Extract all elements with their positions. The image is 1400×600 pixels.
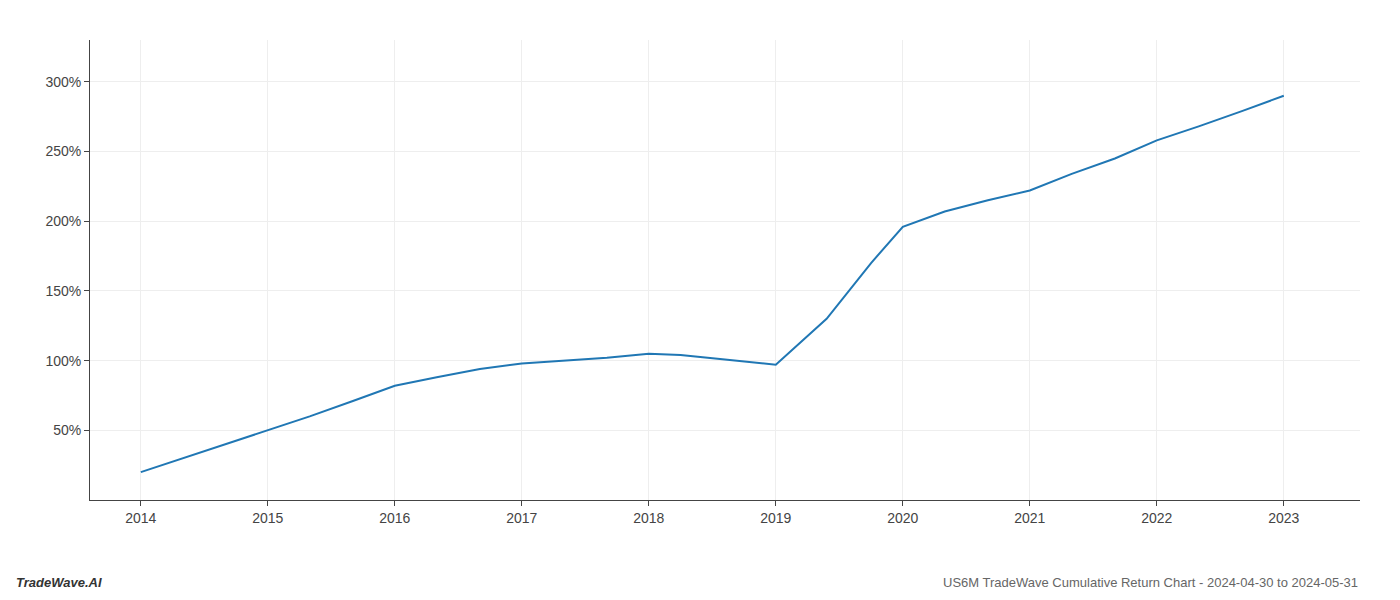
svg-text:2015: 2015 — [252, 510, 283, 526]
svg-text:300%: 300% — [45, 74, 81, 90]
svg-text:250%: 250% — [45, 143, 81, 159]
svg-text:2022: 2022 — [1141, 510, 1172, 526]
svg-text:200%: 200% — [45, 213, 81, 229]
svg-text:US6M TradeWave Cumulative Retu: US6M TradeWave Cumulative Return Chart -… — [943, 575, 1358, 590]
svg-text:2014: 2014 — [125, 510, 156, 526]
svg-text:100%: 100% — [45, 353, 81, 369]
svg-text:2017: 2017 — [506, 510, 537, 526]
svg-text:2021: 2021 — [1014, 510, 1045, 526]
svg-text:2019: 2019 — [760, 510, 791, 526]
svg-text:2018: 2018 — [633, 510, 664, 526]
svg-text:2023: 2023 — [1268, 510, 1299, 526]
svg-text:2020: 2020 — [887, 510, 918, 526]
svg-text:50%: 50% — [53, 422, 81, 438]
svg-text:2016: 2016 — [379, 510, 410, 526]
svg-text:150%: 150% — [45, 283, 81, 299]
svg-text:TradeWave.AI: TradeWave.AI — [16, 575, 102, 590]
